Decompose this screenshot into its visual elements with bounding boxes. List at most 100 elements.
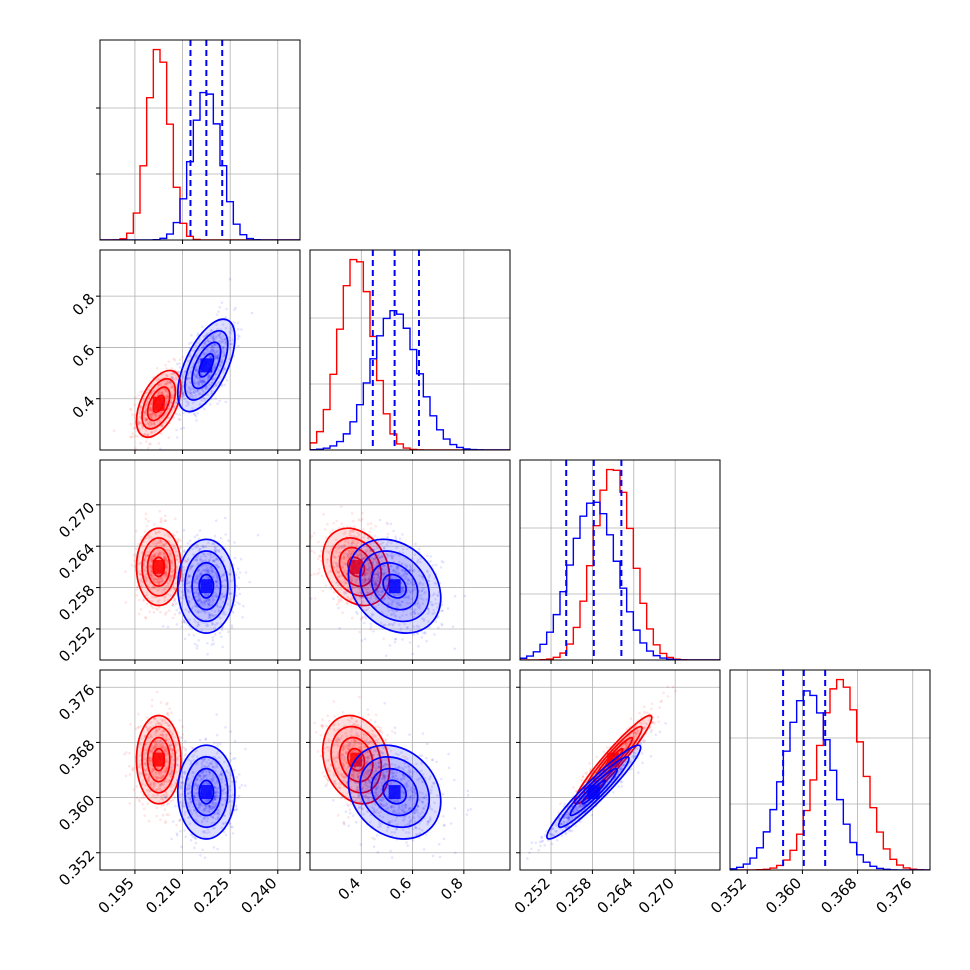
scatter-point xyxy=(187,581,190,584)
scatter-point xyxy=(356,554,359,557)
scatter-point xyxy=(186,541,190,545)
scatter-point xyxy=(365,590,369,594)
scatter-point xyxy=(156,553,160,556)
scatter-point xyxy=(383,597,386,600)
scatter-point xyxy=(186,786,189,790)
scatter-point xyxy=(358,591,362,594)
scatter-point xyxy=(170,570,174,574)
scatter-point xyxy=(159,577,162,581)
scatter-point xyxy=(241,616,244,619)
scatter-point xyxy=(198,549,201,552)
scatter-point xyxy=(220,595,223,598)
scatter-point xyxy=(157,579,160,583)
scatter-point xyxy=(140,577,143,580)
scatter-point xyxy=(425,639,428,643)
scatter-point xyxy=(167,407,170,410)
scatter-point xyxy=(195,792,198,795)
scatter-point xyxy=(363,578,367,582)
scatter-point xyxy=(348,549,352,552)
scatter-point xyxy=(380,542,383,546)
scatter-point xyxy=(335,551,338,554)
scatter-point xyxy=(177,406,180,410)
scatter-point xyxy=(237,335,241,339)
scatter-point xyxy=(162,372,165,376)
scatter-point xyxy=(164,555,167,558)
scatter-point xyxy=(198,547,201,551)
scatter-point xyxy=(229,773,233,777)
scatter-point xyxy=(412,583,416,587)
scatter-point xyxy=(405,575,408,579)
scatter-point xyxy=(199,380,203,384)
scatter-point xyxy=(147,756,151,760)
scatter-point xyxy=(160,746,164,749)
scatter-point xyxy=(373,582,376,585)
scatter-point xyxy=(368,583,372,586)
scatter-point xyxy=(206,349,210,353)
scatter-point xyxy=(148,413,152,417)
scatter-point xyxy=(171,594,175,597)
scatter-point xyxy=(221,580,224,583)
scatter-point xyxy=(143,413,146,417)
scatter-point xyxy=(440,624,444,627)
scatter-point xyxy=(164,574,168,577)
scatter-point xyxy=(156,578,160,582)
scatter-point xyxy=(160,776,164,780)
scatter-point xyxy=(150,575,153,578)
scatter-point xyxy=(336,571,340,574)
scatter-point xyxy=(160,794,163,798)
scatter-point xyxy=(197,348,201,352)
scatter-point xyxy=(168,779,171,782)
scatter-point xyxy=(213,798,217,801)
scatter-point xyxy=(152,773,155,777)
scatter-point xyxy=(171,405,175,408)
scatter-point xyxy=(164,363,167,367)
scatter-point xyxy=(367,606,371,610)
scatter-point xyxy=(165,382,168,386)
scatter-point xyxy=(130,563,134,567)
scatter-point xyxy=(176,538,179,542)
scatter-point xyxy=(220,781,224,784)
scatter-point xyxy=(198,773,202,777)
scatter-point xyxy=(144,419,148,422)
scatter-point xyxy=(188,386,191,389)
scatter-point xyxy=(342,544,346,548)
scatter-point xyxy=(343,581,347,584)
contour-series-0 xyxy=(152,747,166,772)
scatter-point xyxy=(188,590,192,594)
scatter-point xyxy=(149,408,152,411)
scatter-point xyxy=(175,582,178,585)
scatter-point xyxy=(144,752,147,755)
scatter-point xyxy=(415,603,419,607)
density-peak-series-1 xyxy=(200,579,213,594)
scatter-point xyxy=(177,560,181,564)
scatter-point xyxy=(176,543,179,547)
scatter-point xyxy=(336,570,339,573)
scatter-point xyxy=(229,794,232,798)
scatter-point xyxy=(205,610,208,613)
scatter-point xyxy=(169,799,173,803)
scatter-point xyxy=(164,748,168,752)
scatter-point xyxy=(211,336,214,339)
scatter-point xyxy=(160,803,164,807)
scatter-point xyxy=(206,376,210,379)
scatter-point xyxy=(403,589,406,592)
scatter-point xyxy=(194,414,198,418)
scatter-point xyxy=(196,332,200,335)
panel-1-1 xyxy=(309,249,511,454)
scatter-point xyxy=(156,540,160,544)
scatter-point xyxy=(165,747,168,750)
scatter-point xyxy=(416,632,419,635)
scatter-point xyxy=(150,384,153,388)
scatter-point xyxy=(185,404,188,408)
scatter-point xyxy=(382,574,385,577)
scatter-point xyxy=(163,573,167,577)
scatter-point xyxy=(382,637,386,641)
scatter-point xyxy=(131,413,134,416)
scatter-point xyxy=(377,576,381,579)
scatter-point xyxy=(168,552,171,556)
scatter-point xyxy=(178,413,181,417)
scatter-point xyxy=(367,563,370,567)
scatter-point xyxy=(154,531,158,535)
scatter-point xyxy=(176,756,179,760)
scatter-point xyxy=(217,370,221,373)
